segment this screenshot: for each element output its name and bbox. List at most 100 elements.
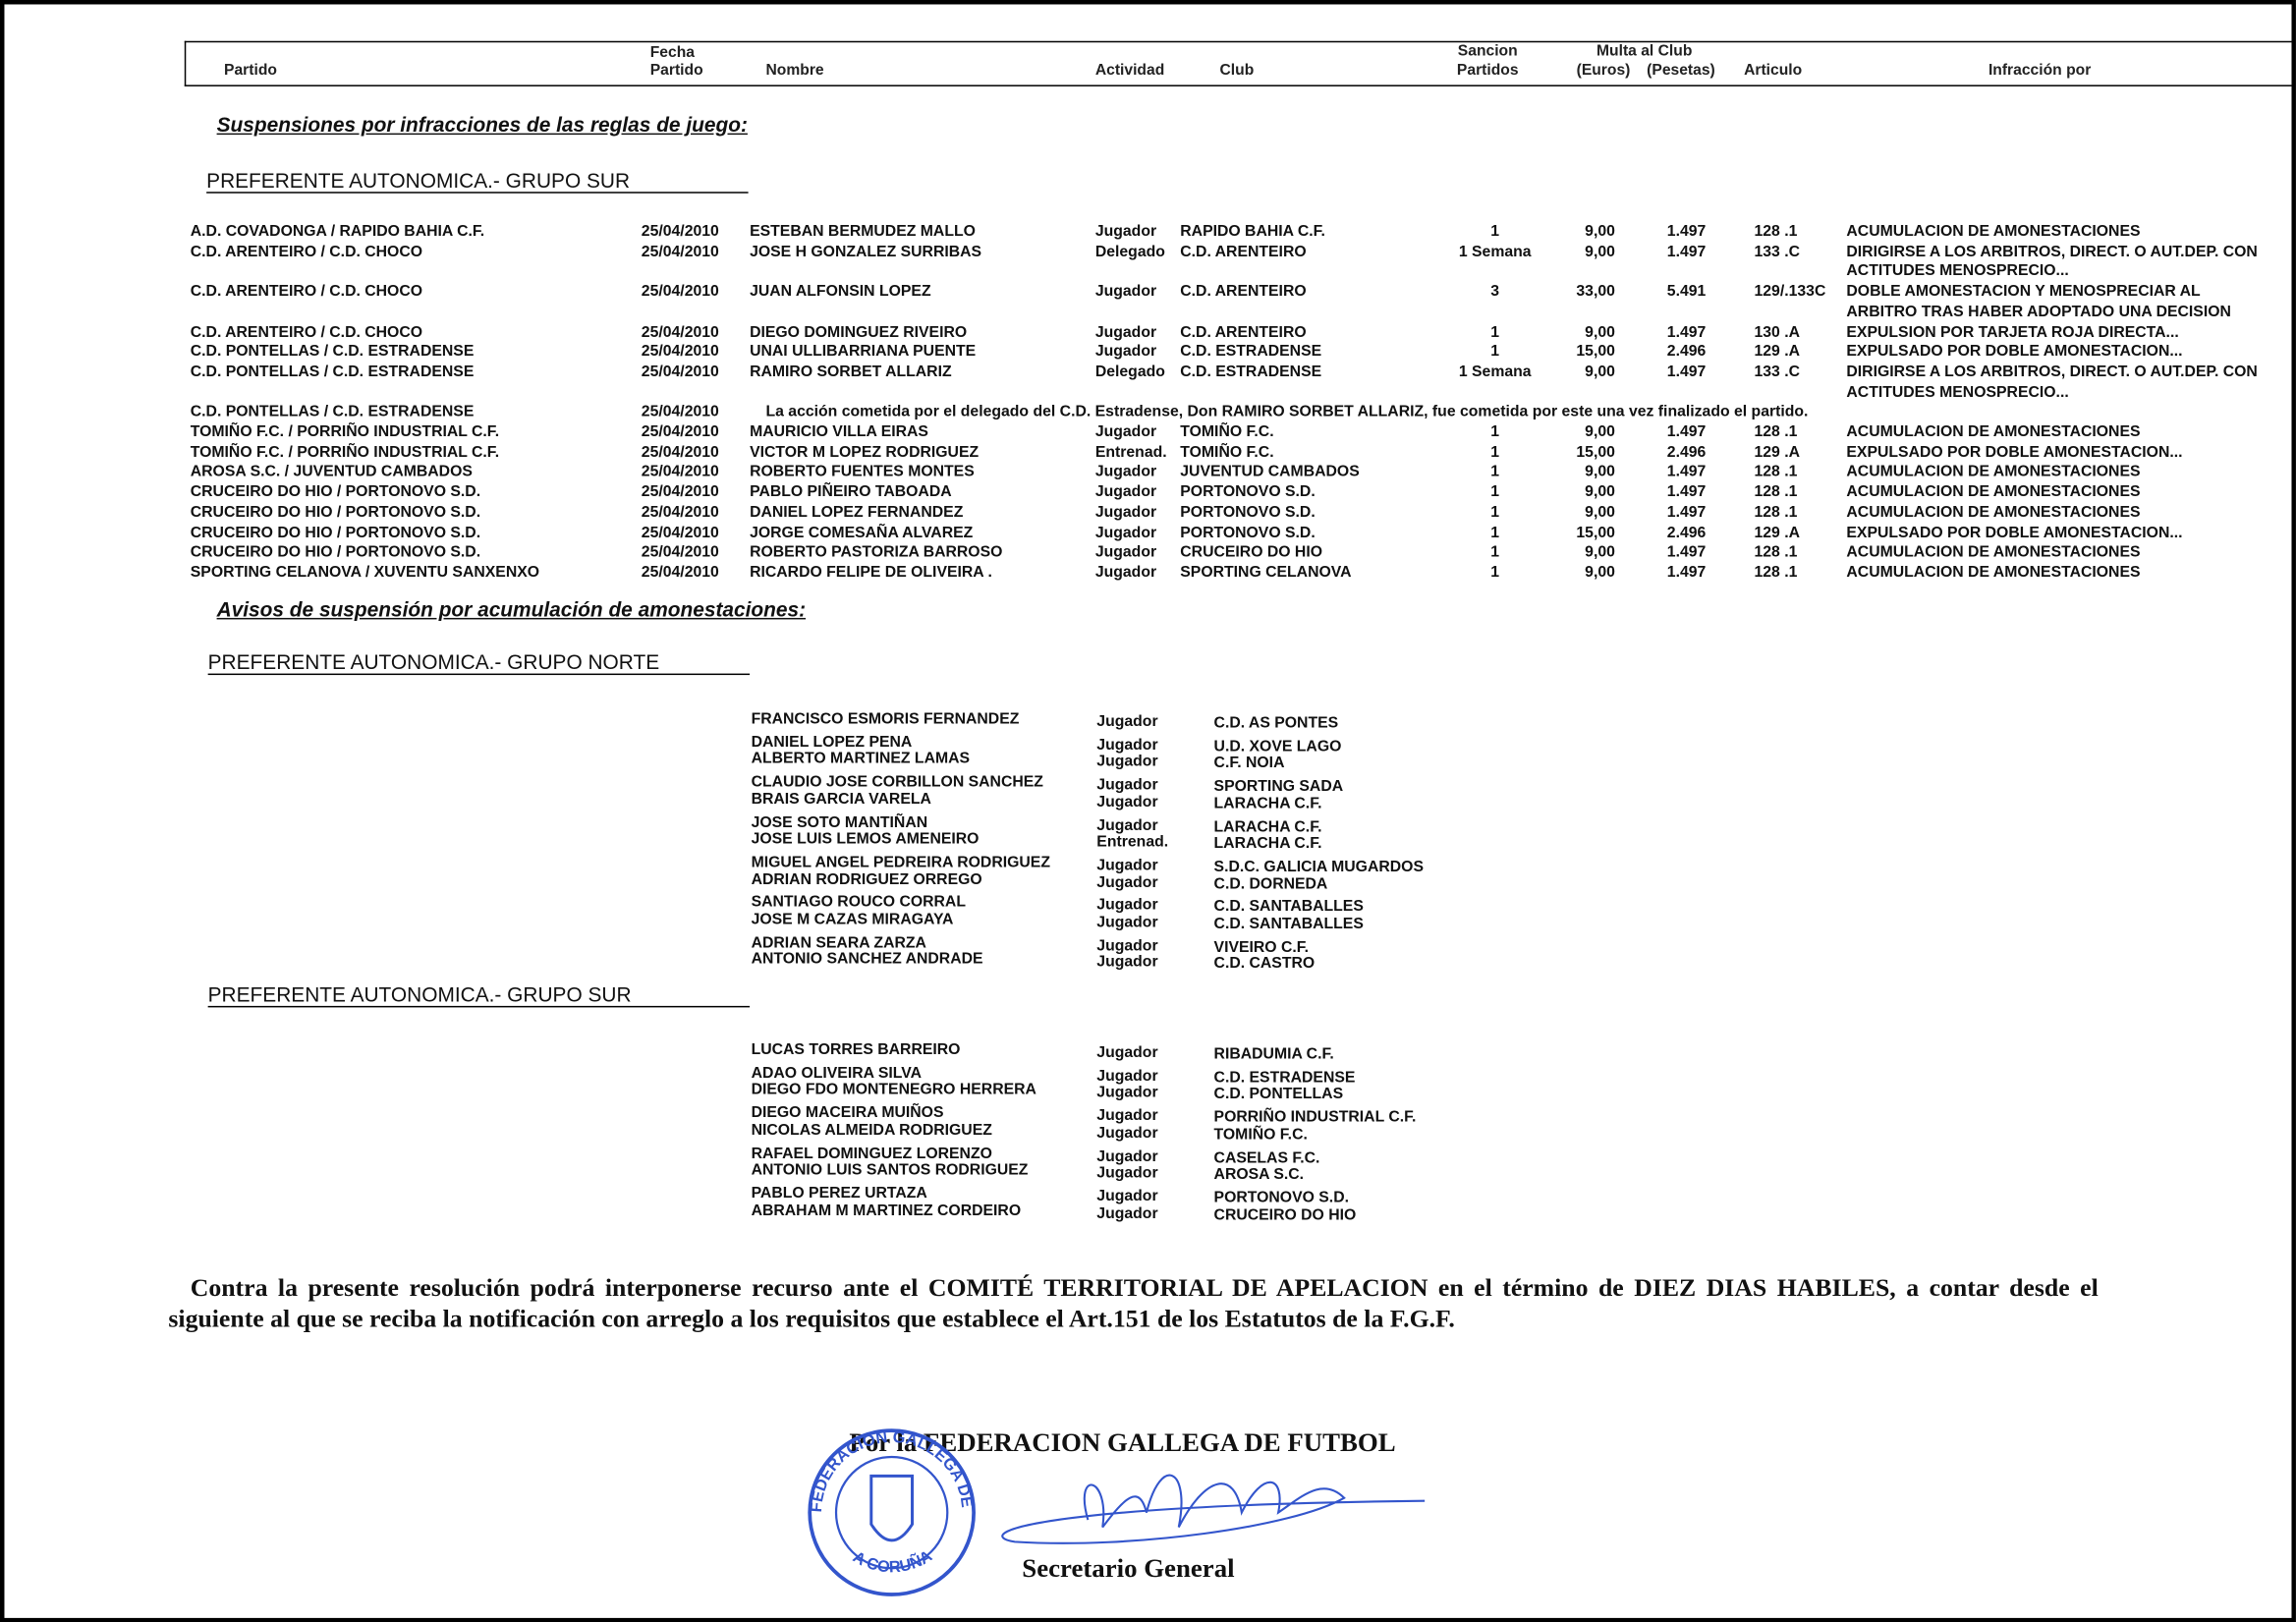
actividad: Jugador	[1096, 936, 1158, 955]
col-header: Club	[1219, 61, 1255, 80]
articulo: 129 .A	[1754, 443, 1801, 462]
fecha: 25/04/2010	[641, 343, 719, 361]
actividad: Jugador	[1096, 896, 1158, 915]
partido: C.D. ARENTEIRO / C.D. CHOCO	[190, 242, 423, 260]
sancion: 1	[1490, 343, 1500, 361]
seal-inner	[834, 1455, 949, 1570]
fecha: 25/04/2010	[641, 322, 719, 341]
club: C.D. ARENTEIRO	[1180, 322, 1307, 341]
multa-pesetas: 1.497	[1666, 363, 1707, 381]
actividad: Jugador	[1094, 322, 1157, 341]
nombre: DIEGO MACEIRA MUIÑOS	[751, 1103, 944, 1122]
actividad: Jugador	[1096, 953, 1158, 972]
sancion: 1	[1490, 422, 1500, 441]
fecha: 25/04/2010	[641, 503, 719, 522]
nombre: DANIEL LOPEZ FERNANDEZ	[750, 503, 964, 522]
club: AROSA S.C.	[1213, 1165, 1305, 1184]
multa-pesetas: 1.497	[1666, 563, 1707, 582]
articulo: 128 .1	[1754, 482, 1798, 501]
multa-pesetas: 2.496	[1666, 343, 1707, 361]
club: C.D. CASTRO	[1213, 955, 1316, 974]
partido: TOMIÑO F.C. / PORRIÑO INDUSTRIAL C.F.	[190, 443, 500, 462]
partido: C.D. PONTELLAS / C.D. ESTRADENSE	[190, 363, 475, 381]
club: LARACHA C.F.	[1213, 817, 1322, 836]
club: C.D. SANTABALLES	[1213, 898, 1364, 916]
club: C.D. ESTRADENSE	[1180, 363, 1322, 381]
infraccion: ACUMULACION DE AMONESTACIONES	[1846, 463, 2141, 481]
sancion: 1	[1490, 463, 1500, 481]
signature-scribble	[1001, 1474, 1426, 1544]
club: CRUCEIRO DO HIO	[1180, 543, 1323, 562]
club: LARACHA C.F.	[1213, 834, 1322, 853]
nombre: ALBERTO MARTINEZ LAMAS	[751, 750, 971, 768]
nombre: RAFAEL DOMINGUEZ LORENZO	[751, 1144, 992, 1162]
actividad: Jugador	[1094, 343, 1157, 361]
multa-pesetas: 1.497	[1666, 222, 1707, 241]
infraccion: ACUMULACION DE AMONESTACIONES	[1846, 503, 2141, 522]
multa-euros: 15,00	[1576, 443, 1615, 462]
nombre: ADRIAN SEARA ZARZA	[751, 933, 926, 952]
partido: AROSA S.C. / JUVENTUD CAMBADOS	[190, 463, 473, 481]
partido: CRUCEIRO DO HIO / PORTONOVO S.D.	[190, 503, 481, 522]
nombre: ADAO OLIVEIRA SILVA	[751, 1064, 922, 1082]
partido: SPORTING CELANOVA / XUVENTU SANXENXO	[190, 563, 540, 582]
fecha: 25/04/2010	[641, 242, 719, 260]
nombre: JOSE H GONZALEZ SURRIBAS	[750, 242, 982, 260]
multa-pesetas: 1.497	[1666, 422, 1707, 441]
infraccion: ACUMULACION DE AMONESTACIONES	[1846, 422, 2141, 441]
club: U.D. XOVE LAGO	[1213, 737, 1342, 755]
club: JUVENTUD CAMBADOS	[1180, 463, 1360, 481]
actividad: Delegado	[1094, 242, 1165, 260]
articulo: 130 .A	[1754, 322, 1801, 341]
club: TOMIÑO F.C.	[1213, 1125, 1308, 1144]
group-title: PREFERENTE AUTONOMICA.- GRUPO SUR	[207, 982, 751, 1008]
club: SPORTING SADA	[1213, 777, 1344, 796]
club: PORTONOVO S.D.	[1213, 1189, 1350, 1206]
nombre: JOSE SOTO MANTIÑAN	[751, 812, 928, 831]
club: LARACHA C.F.	[1213, 794, 1322, 812]
col-header: Partido	[649, 61, 703, 80]
fecha: 25/04/2010	[641, 403, 719, 421]
nombre: FRANCISCO ESMORIS FERNANDEZ	[751, 709, 1020, 728]
club: SPORTING CELANOVA	[1180, 563, 1352, 582]
infraccion: EXPULSADO POR DOBLE AMONESTACION...	[1846, 443, 2183, 462]
col-header: (Pesetas)	[1647, 61, 1715, 80]
club: C.D. SANTABALLES	[1213, 915, 1364, 933]
infraccion: ACUMULACION DE AMONESTACIONES	[1846, 222, 2141, 241]
sancion: 3	[1490, 282, 1500, 301]
actividad: Jugador	[1096, 1124, 1158, 1143]
sancion: 1	[1490, 503, 1500, 522]
articulo: 133 .C	[1754, 242, 1801, 260]
seal-text-top: FEDERACION GALLEGA DE FUTBOL	[795, 1410, 976, 1513]
sancion: 1	[1490, 322, 1500, 341]
col-header: Articulo	[1744, 61, 1803, 80]
club: C.D. ARENTEIRO	[1180, 282, 1307, 301]
nombre: CLAUDIO JOSE CORBILLON SANCHEZ	[751, 773, 1043, 791]
actividad: Jugador	[1096, 914, 1158, 931]
col-header: Sancion	[1457, 42, 1518, 61]
nombre: NICOLAS ALMEIDA RODRIGUEZ	[751, 1121, 992, 1140]
multa-euros: 9,00	[1585, 563, 1615, 582]
infraccion: EXPULSADO POR DOBLE AMONESTACION...	[1846, 343, 2183, 361]
infraccion: ACTITUDES MENOSPRECIO...	[1846, 382, 2069, 401]
partido: TOMIÑO F.C. / PORRIÑO INDUSTRIAL C.F.	[190, 422, 500, 441]
col-header: Actividad	[1094, 61, 1165, 80]
club: C.F. NOIA	[1213, 755, 1285, 773]
sancion: 1	[1490, 563, 1500, 582]
infraccion: EXPULSION POR TARJETA ROJA DIRECTA...	[1846, 322, 2179, 341]
actividad: Entrenad.	[1094, 443, 1167, 462]
articulo: 128 .1	[1754, 563, 1798, 582]
articulo: 129 .A	[1754, 343, 1801, 361]
partido: A.D. COVADONGA / RAPIDO BAHIA C.F.	[190, 222, 485, 241]
col-header: Multa al Club	[1596, 42, 1693, 61]
partido: C.D. ARENTEIRO / C.D. CHOCO	[190, 282, 423, 301]
signature-line: Por la FEDERACION GALLEGA DE FUTBOL	[849, 1427, 1396, 1457]
sancion: 1 Semana	[1458, 363, 1532, 381]
nombre: VICTOR M LOPEZ RODRIGUEZ	[750, 443, 980, 462]
actividad: Jugador	[1096, 856, 1158, 874]
club: CRUCEIRO DO HIO	[1213, 1205, 1357, 1224]
club: PORTONOVO S.D.	[1180, 523, 1316, 541]
nombre: RAMIRO SORBET ALLARIZ	[750, 363, 952, 381]
sancion: 1	[1490, 222, 1500, 241]
multa-pesetas: 1.497	[1666, 543, 1707, 562]
